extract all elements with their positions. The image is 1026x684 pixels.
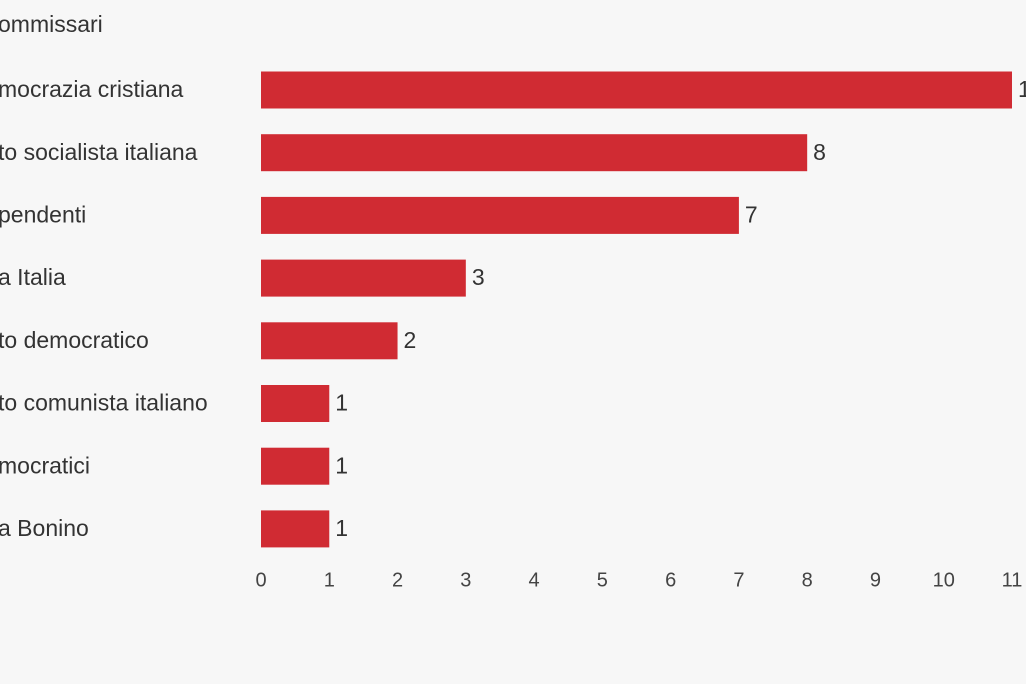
x-tick-label: 9 bbox=[870, 569, 881, 591]
category-label: a Bonino bbox=[0, 515, 89, 541]
value-label: 2 bbox=[404, 327, 417, 353]
x-tick-label: 10 bbox=[933, 569, 955, 591]
value-label: 11 bbox=[1018, 76, 1026, 102]
category-label: a Italia bbox=[0, 264, 66, 290]
category-label: mocratici bbox=[0, 452, 90, 478]
category-label: mocrazia cristiana bbox=[0, 76, 184, 102]
bar bbox=[261, 385, 330, 422]
category-label: pendenti bbox=[0, 201, 86, 227]
x-tick-label: 7 bbox=[733, 569, 744, 591]
bar bbox=[261, 71, 1012, 109]
x-tick-label: 1 bbox=[324, 569, 335, 591]
bar bbox=[261, 196, 739, 234]
value-label: 8 bbox=[813, 139, 826, 165]
chart-title: ommissari bbox=[0, 11, 103, 37]
category-label: to socialista italiana bbox=[0, 139, 198, 165]
value-label: 7 bbox=[745, 201, 758, 227]
category-label: to comunista italiano bbox=[0, 390, 208, 416]
bar bbox=[261, 447, 330, 485]
bar bbox=[261, 510, 330, 548]
value-label: 1 bbox=[335, 390, 348, 416]
x-tick-label: 11 bbox=[1002, 569, 1023, 591]
bar bbox=[261, 259, 466, 297]
x-tick-label: 6 bbox=[665, 569, 676, 591]
x-tick-label: 5 bbox=[597, 569, 608, 591]
bar bbox=[261, 322, 398, 360]
x-tick-label: 3 bbox=[460, 569, 471, 591]
value-label: 1 bbox=[335, 452, 348, 478]
x-tick-label: 8 bbox=[802, 569, 813, 591]
value-label: 1 bbox=[335, 515, 348, 541]
category-label: to democratico bbox=[0, 327, 149, 353]
bar bbox=[261, 134, 808, 172]
x-tick-label: 0 bbox=[255, 569, 266, 591]
x-tick-label: 2 bbox=[392, 569, 403, 591]
x-tick-label: 4 bbox=[529, 569, 540, 591]
value-label: 3 bbox=[472, 264, 485, 290]
